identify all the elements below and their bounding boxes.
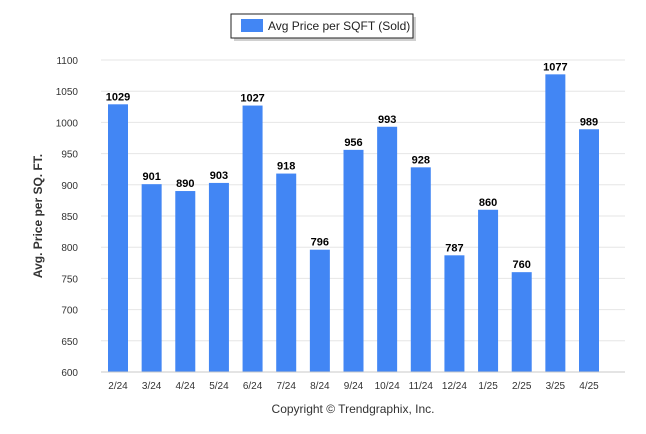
x-tick-label: 11/24 xyxy=(409,381,434,392)
y-tick-label: 900 xyxy=(61,181,78,192)
y-tick-label: 750 xyxy=(61,274,78,285)
x-tick-label: 7/24 xyxy=(276,381,296,392)
x-tick-label: 6/24 xyxy=(243,381,263,392)
x-tick-label: 4/24 xyxy=(176,381,196,392)
legend-label: Avg Price per SQFT (Sold) xyxy=(268,19,410,33)
bar xyxy=(276,173,297,372)
bar-value-label: 993 xyxy=(378,114,396,126)
x-tick-label: 3/24 xyxy=(142,381,162,392)
bar-value-label: 903 xyxy=(210,170,228,182)
y-tick-label: 700 xyxy=(61,306,78,317)
bar-value-label: 787 xyxy=(445,242,463,254)
legend: Avg Price per SQFT (Sold) xyxy=(230,13,416,41)
bar xyxy=(579,129,599,372)
y-tick-label: 1100 xyxy=(56,56,78,67)
bar-value-label: 928 xyxy=(412,154,430,166)
x-tick-label: 4/25 xyxy=(579,381,599,392)
bar-value-label: 1029 xyxy=(106,91,130,103)
bar xyxy=(444,255,465,372)
legend-swatch xyxy=(241,19,263,32)
bar-value-label: 901 xyxy=(142,171,160,183)
bar xyxy=(175,191,196,372)
x-tick-label: 9/24 xyxy=(344,381,364,392)
y-tick-label: 800 xyxy=(61,243,78,254)
bar xyxy=(545,74,566,373)
y-tick-label: 1050 xyxy=(56,87,79,98)
bar xyxy=(208,182,229,372)
y-tick-label: 650 xyxy=(61,337,78,348)
y-tick-label: 950 xyxy=(61,150,78,161)
bar xyxy=(108,104,128,372)
x-tick-label: 2/25 xyxy=(512,381,532,392)
x-tick-label: 10/24 xyxy=(375,381,400,392)
x-axis-ticks: 2/24 3/24 4/24 5/24 6/24 7/24 8/24 9/24 10/24 11/… xyxy=(108,381,599,392)
bar-value-label: 796 xyxy=(311,237,329,249)
bar-value-label: 989 xyxy=(580,116,598,128)
y-tick-label: 600 xyxy=(61,368,78,379)
data-labels: 1029 901 890 903 1027 918 796 956 993 928 787 860 76… xyxy=(106,61,598,271)
bar-value-label: 1027 xyxy=(240,93,264,105)
bar xyxy=(478,209,499,372)
bar xyxy=(242,105,263,372)
y-axis-ticks: 600 650 700 750 800 850 900 950 1000 1050 1100 xyxy=(56,56,79,379)
x-tick-label: 5/24 xyxy=(209,381,229,392)
bar xyxy=(410,167,431,372)
copyright-footer: Copyright © Trendgraphix, Inc. xyxy=(272,402,435,416)
x-tick-label: 8/24 xyxy=(310,381,330,392)
bar-value-label: 890 xyxy=(176,178,194,190)
x-tick-label: 3/25 xyxy=(546,381,566,392)
bar-value-label: 760 xyxy=(513,259,531,271)
bar xyxy=(141,184,162,372)
y-tick-label: 1000 xyxy=(56,118,79,129)
bar-value-label: 956 xyxy=(344,137,362,149)
bar xyxy=(511,272,532,372)
x-tick-label: 2/24 xyxy=(108,381,128,392)
bar xyxy=(309,249,330,372)
bar xyxy=(343,149,364,372)
bar xyxy=(377,126,398,372)
y-tick-label: 850 xyxy=(61,212,78,223)
x-tick-label: 1/25 xyxy=(478,381,498,392)
bar-value-label: 1077 xyxy=(543,61,567,73)
y-axis-label: Avg. Price per SQ. FT. xyxy=(31,154,45,278)
x-tick-label: 12/24 xyxy=(442,381,467,392)
bars xyxy=(108,74,599,373)
bar-value-label: 860 xyxy=(479,197,497,209)
bar-value-label: 918 xyxy=(277,161,295,173)
